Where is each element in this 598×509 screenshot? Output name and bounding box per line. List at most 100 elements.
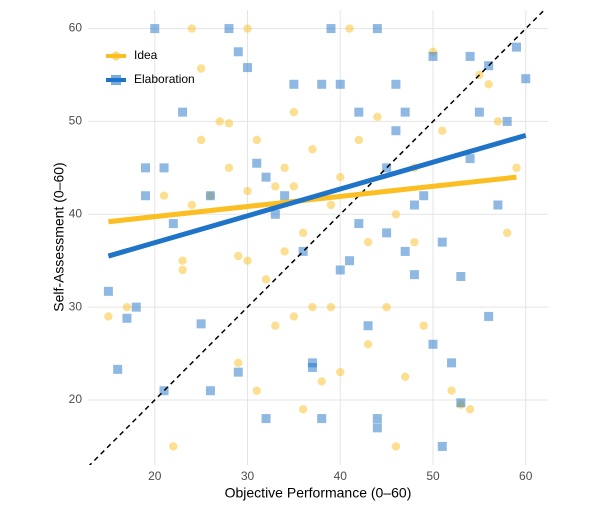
point	[307, 358, 317, 368]
point	[317, 79, 327, 89]
point	[373, 112, 382, 121]
point	[224, 119, 234, 128]
point	[456, 272, 466, 281]
y-tick-label: 30	[69, 299, 83, 313]
y-tick-label: 40	[69, 206, 83, 220]
point	[372, 414, 382, 424]
point	[354, 107, 364, 117]
point	[372, 423, 382, 433]
point	[141, 163, 150, 173]
y-tick-label: 50	[69, 114, 83, 128]
point	[122, 302, 132, 312]
point	[205, 191, 215, 201]
point	[465, 51, 475, 61]
x-tick-label: 20	[148, 469, 162, 483]
point	[298, 228, 308, 238]
point	[308, 302, 317, 312]
point	[261, 414, 271, 424]
point	[196, 135, 206, 145]
point	[363, 321, 373, 331]
point	[234, 358, 243, 368]
point	[437, 237, 447, 247]
point	[484, 311, 494, 321]
point	[289, 107, 299, 117]
point	[438, 126, 447, 135]
point	[502, 116, 512, 126]
point	[159, 163, 169, 173]
x-tick-label: 60	[519, 469, 533, 483]
point	[336, 367, 345, 377]
point	[178, 265, 187, 275]
point	[391, 210, 401, 219]
point	[410, 237, 419, 247]
point	[113, 364, 123, 374]
fit-line	[107, 132, 527, 259]
y-axis-title: Self-Assessment (0–60)	[51, 162, 67, 311]
point	[196, 64, 206, 73]
point	[252, 386, 261, 395]
point	[187, 200, 197, 210]
point	[159, 386, 169, 396]
point	[335, 79, 345, 89]
point	[289, 312, 299, 321]
point	[243, 63, 253, 73]
point	[391, 79, 401, 89]
point	[372, 24, 382, 34]
point	[243, 256, 252, 265]
point	[233, 47, 243, 57]
point	[205, 386, 215, 396]
point	[271, 182, 280, 191]
point	[243, 24, 252, 33]
point	[382, 228, 392, 238]
point	[447, 358, 457, 368]
point	[289, 79, 299, 89]
point	[150, 24, 160, 34]
point	[336, 172, 345, 182]
point	[363, 237, 373, 247]
point	[382, 302, 391, 312]
point	[168, 219, 178, 229]
point	[465, 154, 475, 164]
legend-marker	[111, 75, 121, 85]
point	[224, 163, 234, 173]
point	[419, 191, 429, 201]
point	[280, 191, 290, 201]
point	[224, 24, 234, 34]
point	[317, 377, 326, 386]
point	[271, 321, 280, 330]
point	[317, 414, 327, 424]
legend-marker	[111, 51, 121, 61]
legend-label: Idea	[134, 48, 158, 62]
y-tick-label: 60	[69, 21, 83, 35]
legend: Idea Elaboration	[106, 48, 195, 86]
point	[437, 441, 447, 451]
point	[474, 107, 484, 117]
point	[512, 163, 521, 173]
point	[252, 135, 261, 145]
point	[354, 135, 364, 145]
point	[400, 107, 410, 117]
point	[159, 191, 169, 200]
point	[298, 246, 308, 256]
point	[400, 372, 410, 381]
point	[104, 312, 113, 321]
point	[103, 286, 113, 296]
point	[280, 247, 289, 256]
point	[409, 200, 419, 210]
point	[493, 117, 503, 126]
point	[511, 42, 521, 52]
point	[270, 209, 280, 219]
point	[345, 24, 354, 33]
point	[243, 186, 252, 196]
point	[521, 74, 531, 84]
point	[345, 256, 355, 266]
x-tick-label: 30	[241, 469, 255, 483]
point	[252, 158, 262, 168]
point	[354, 219, 364, 229]
point	[382, 163, 392, 173]
point	[196, 319, 206, 329]
point	[141, 191, 150, 201]
point	[391, 442, 401, 451]
point	[178, 256, 187, 265]
point	[409, 270, 419, 280]
